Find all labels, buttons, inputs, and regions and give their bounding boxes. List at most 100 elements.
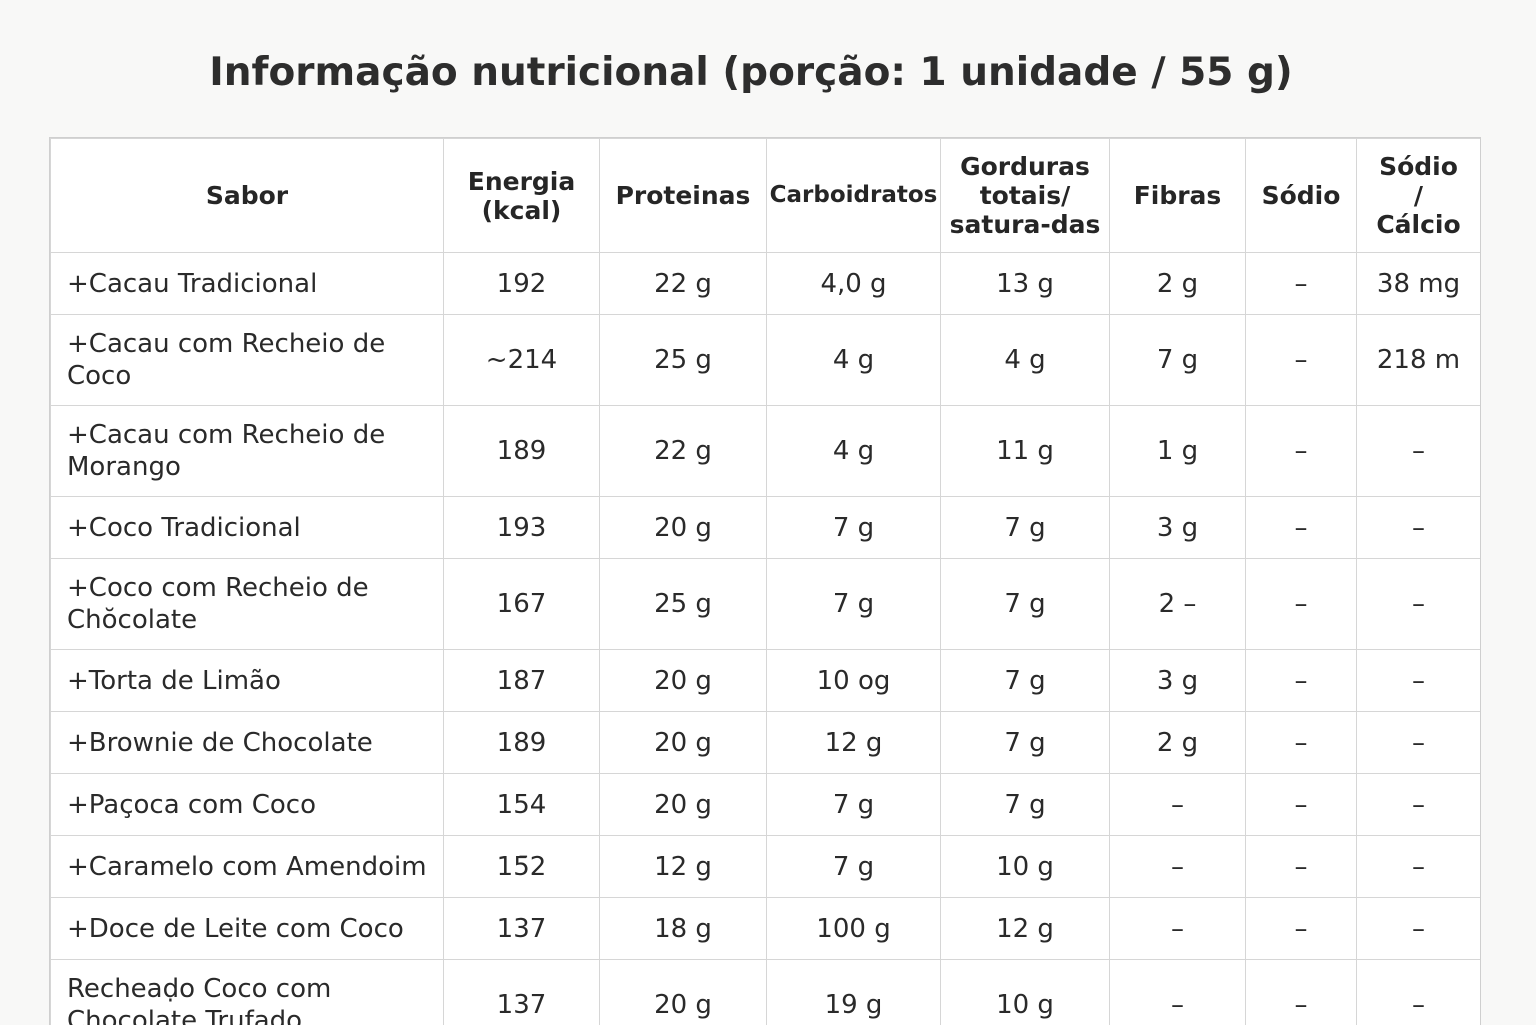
table-header-row: Sabor Energia(kcal) Proteinas Carboidrat…	[51, 139, 1481, 253]
cell-proteinas: 20 g	[600, 497, 767, 559]
cell-energia: 189	[444, 406, 600, 497]
cell-fibras: –	[1110, 774, 1246, 836]
cell-sabor: Recheaḍo Coco com Chocolate Trufado	[51, 960, 444, 1025]
cell-gorduras: 7 g	[941, 559, 1110, 650]
cell-sabor: +Paçoca com Coco	[51, 774, 444, 836]
cell-sodio: –	[1246, 406, 1357, 497]
cell-sabor: +Brownie de Chocolate	[51, 712, 444, 774]
cell-energia: 187	[444, 650, 600, 712]
cell-sodio-calcio: –	[1357, 406, 1481, 497]
cell-sodio-calcio: 38 mg	[1357, 253, 1481, 315]
cell-gorduras: 7 g	[941, 650, 1110, 712]
cell-proteinas: 25 g	[600, 315, 767, 406]
cell-fibras: 7 g	[1110, 315, 1246, 406]
cell-gorduras: 4 g	[941, 315, 1110, 406]
cell-fibras: –	[1110, 960, 1246, 1025]
cell-sodio: –	[1246, 650, 1357, 712]
header-energia: Energia(kcal)	[444, 139, 600, 253]
cell-energia: 167	[444, 559, 600, 650]
cell-fibras: 3 g	[1110, 497, 1246, 559]
cell-sabor: +Cacau Tradicional	[51, 253, 444, 315]
cell-sabor: +Torta de Limão	[51, 650, 444, 712]
cell-energia: 189	[444, 712, 600, 774]
table-row: +Coco Tradicional 193 20 g 7 g 7 g 3 g –…	[51, 497, 1481, 559]
cell-energia: 137	[444, 960, 600, 1025]
cell-sodio: –	[1246, 898, 1357, 960]
cell-proteinas: 20 g	[600, 774, 767, 836]
cell-gorduras: 12 g	[941, 898, 1110, 960]
cell-carboidratos: 7 g	[767, 836, 941, 898]
cell-carboidratos: 10 og	[767, 650, 941, 712]
page-title: Informação nutricional (porção: 1 unidad…	[0, 50, 1502, 95]
cell-sabor: +Caramelo com Amendoim	[51, 836, 444, 898]
cell-fibras: –	[1110, 898, 1246, 960]
cell-sodio-calcio: –	[1357, 836, 1481, 898]
cell-carboidratos: 7 g	[767, 559, 941, 650]
cell-gorduras: 10 g	[941, 836, 1110, 898]
header-carboidratos: Carboidratos	[767, 139, 941, 253]
cell-fibras: 3 g	[1110, 650, 1246, 712]
cell-energia: 193	[444, 497, 600, 559]
cell-proteinas: 22 g	[600, 406, 767, 497]
cell-sodio-calcio: –	[1357, 960, 1481, 1025]
cell-sodio-calcio: –	[1357, 898, 1481, 960]
cell-gorduras: 7 g	[941, 712, 1110, 774]
cell-sodio: –	[1246, 712, 1357, 774]
cell-sodio-calcio: 218 m	[1357, 315, 1481, 406]
header-sodio: Sódio	[1246, 139, 1357, 253]
cell-gorduras: 7 g	[941, 497, 1110, 559]
cell-carboidratos: 4,0 g	[767, 253, 941, 315]
table-row: +Paçoca com Coco 154 20 g 7 g 7 g – – –	[51, 774, 1481, 836]
cell-fibras: –	[1110, 836, 1246, 898]
table-row: +Cacau Tradicional 192 22 g 4,0 g 13 g 2…	[51, 253, 1481, 315]
cell-proteinas: 22 g	[600, 253, 767, 315]
cell-carboidratos: 100 g	[767, 898, 941, 960]
cell-sodio-calcio: –	[1357, 497, 1481, 559]
cell-sabor: +Coco com Recheio de Chŏcolate	[51, 559, 444, 650]
table-body: +Cacau Tradicional 192 22 g 4,0 g 13 g 2…	[51, 253, 1481, 1025]
cell-proteinas: 20 g	[600, 960, 767, 1025]
cell-sodio: –	[1246, 497, 1357, 559]
table-row: +Cacau com Recheio de Coco ~214 25 g 4 g…	[51, 315, 1481, 406]
cell-sodio: –	[1246, 315, 1357, 406]
cell-gorduras: 11 g	[941, 406, 1110, 497]
cell-gorduras: 13 g	[941, 253, 1110, 315]
cell-energia: 154	[444, 774, 600, 836]
cell-carboidratos: 4 g	[767, 315, 941, 406]
cell-carboidratos: 12 g	[767, 712, 941, 774]
cell-sodio: –	[1246, 836, 1357, 898]
header-proteinas: Proteinas	[600, 139, 767, 253]
table-row: +Torta de Limão 187 20 g 10 og 7 g 3 g –…	[51, 650, 1481, 712]
cell-sodio: –	[1246, 253, 1357, 315]
cell-proteinas: 25 g	[600, 559, 767, 650]
cell-gorduras: 7 g	[941, 774, 1110, 836]
table-row: +Doce de Leite com Coco 137 18 g 100 g 1…	[51, 898, 1481, 960]
cell-sodio: –	[1246, 960, 1357, 1025]
cell-carboidratos: 7 g	[767, 774, 941, 836]
cell-proteinas: 12 g	[600, 836, 767, 898]
cell-sodio-calcio: –	[1357, 559, 1481, 650]
table-row: Recheaḍo Coco com Chocolate Trufado 137 …	[51, 960, 1481, 1025]
cell-gorduras: 10 g	[941, 960, 1110, 1025]
cell-fibras: 2 g	[1110, 712, 1246, 774]
header-sodio-calcio: Sódio/Cálcio	[1357, 139, 1481, 253]
table-row: +Cacau com Recheio de Morango 189 22 g 4…	[51, 406, 1481, 497]
nutrition-table-container: Sabor Energia(kcal) Proteinas Carboidrat…	[49, 137, 1481, 1025]
cell-sabor: +Cacau com Recheio de Coco	[51, 315, 444, 406]
table-row: +Brownie de Chocolate 189 20 g 12 g 7 g …	[51, 712, 1481, 774]
cell-energia: 137	[444, 898, 600, 960]
cell-sodio-calcio: –	[1357, 650, 1481, 712]
cell-carboidratos: 4 g	[767, 406, 941, 497]
nutrition-table: Sabor Energia(kcal) Proteinas Carboidrat…	[50, 138, 1481, 1025]
cell-proteinas: 20 g	[600, 712, 767, 774]
cell-proteinas: 18 g	[600, 898, 767, 960]
cell-energia: ~214	[444, 315, 600, 406]
cell-fibras: 2 g	[1110, 253, 1246, 315]
cell-carboidratos: 19 g	[767, 960, 941, 1025]
cell-sodio-calcio: –	[1357, 774, 1481, 836]
table-row: +Coco com Recheio de Chŏcolate 167 25 g …	[51, 559, 1481, 650]
header-fibras: Fibras	[1110, 139, 1246, 253]
cell-proteinas: 20 g	[600, 650, 767, 712]
table-row: +Caramelo com Amendoim 15̄2 12 g 7 g 10 …	[51, 836, 1481, 898]
